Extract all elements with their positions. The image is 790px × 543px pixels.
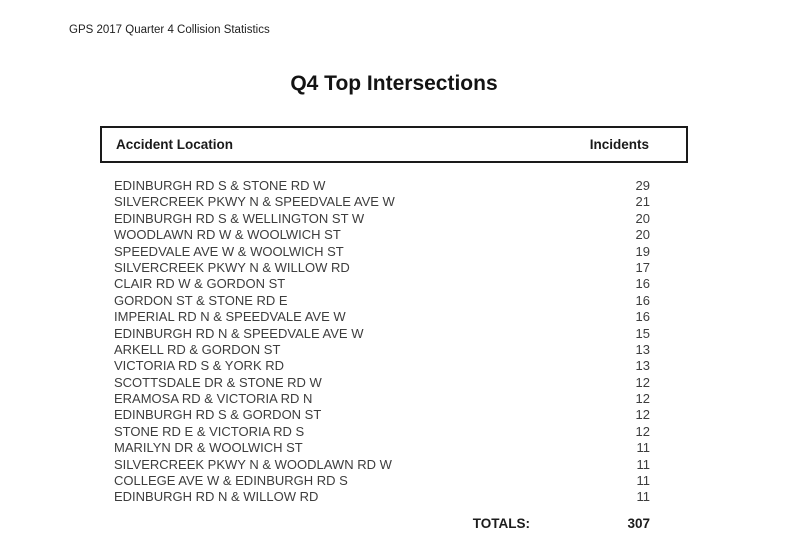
table-row: SCOTTSDALE DR & STONE RD W 12: [100, 375, 688, 391]
row-incidents: 11: [636, 440, 651, 456]
row-location: SILVERCREEK PKWY N & SPEEDVALE AVE W: [114, 194, 395, 210]
column-header-incidents: Incidents: [589, 137, 649, 152]
row-location: SCOTTSDALE DR & STONE RD W: [114, 374, 322, 390]
table-row: STONE RD E & VICTORIA RD S 12: [100, 424, 688, 440]
row-incidents: 12: [635, 391, 650, 407]
row-location: ERAMOSA RD & VICTORIA RD N: [114, 391, 313, 407]
row-incidents: 29: [635, 178, 650, 193]
row-location: MARILYN DR & WOOLWICH ST: [114, 440, 303, 456]
table-body: EDINBURGH RD S & STONE RD W 29 SILVERCRE…: [100, 178, 688, 506]
table-row: SILVERCREEK PKWY N & WOODLAWN RD W 11: [100, 457, 688, 473]
document-header-note: GPS 2017 Quarter 4 Collision Statistics: [69, 24, 270, 36]
totals-value: 307: [627, 515, 650, 531]
row-incidents: 15: [635, 325, 650, 341]
row-location: EDINBURGH RD S & WELLINGTON ST W: [114, 210, 365, 226]
row-location: STONE RD E & VICTORIA RD S: [114, 423, 305, 439]
table-row: SILVERCREEK PKWY N & SPEEDVALE AVE W 21: [100, 194, 688, 210]
row-location: CLAIR RD W & GORDON ST: [114, 276, 286, 292]
intersections-table: Accident Location Incidents EDINBURGH RD…: [100, 126, 688, 532]
table-row: SILVERCREEK PKWY N & WILLOW RD 17: [100, 260, 688, 276]
row-location: SILVERCREEK PKWY N & WOODLAWN RD W: [114, 456, 392, 472]
table-row: EDINBURGH RD N & WILLOW RD 11: [100, 489, 688, 505]
row-incidents: 16: [635, 309, 650, 325]
row-location: EDINBURGH RD S & STONE RD W: [114, 178, 326, 193]
row-location: SPEEDVALE AVE W & WOOLWICH ST: [114, 243, 344, 259]
table-header-row: Accident Location Incidents: [100, 126, 688, 163]
table-row: IMPERIAL RD N & SPEEDVALE AVE W 16: [100, 309, 688, 325]
totals-label: TOTALS:: [472, 515, 530, 531]
row-incidents: 16: [635, 276, 650, 292]
table-row: ERAMOSA RD & VICTORIA RD N 12: [100, 391, 688, 407]
row-incidents: 12: [635, 407, 650, 423]
page-title: Q4 Top Intersections: [290, 72, 498, 95]
table-row: CLAIR RD W & GORDON ST 16: [100, 276, 688, 292]
row-incidents: 17: [635, 259, 650, 275]
row-incidents: 21: [635, 194, 650, 210]
table-row: EDINBURGH RD S & WELLINGTON ST W 20: [100, 211, 688, 227]
row-incidents: 11: [636, 489, 651, 505]
row-location: SILVERCREEK PKWY N & WILLOW RD: [114, 259, 350, 275]
row-location: VICTORIA RD S & YORK RD: [114, 358, 285, 374]
table-row: EDINBURGH RD S & STONE RD W 29: [100, 178, 688, 194]
row-incidents: 16: [635, 292, 650, 308]
table-row: COLLEGE AVE W & EDINBURGH RD S 11: [100, 473, 688, 489]
row-location: EDINBURGH RD S & GORDON ST: [114, 407, 322, 423]
totals-row: TOTALS: 307: [100, 516, 688, 532]
row-incidents: 11: [636, 473, 651, 489]
row-incidents: 20: [635, 210, 650, 226]
table-row: SPEEDVALE AVE W & WOOLWICH ST 19: [100, 244, 688, 260]
table-row: ARKELL RD & GORDON ST 13: [100, 342, 688, 358]
row-location: COLLEGE AVE W & EDINBURGH RD S: [114, 473, 348, 489]
row-location: EDINBURGH RD N & WILLOW RD: [114, 489, 319, 505]
row-incidents: 12: [635, 423, 650, 439]
row-location: IMPERIAL RD N & SPEEDVALE AVE W: [114, 309, 346, 325]
row-incidents: 20: [635, 227, 650, 243]
table-row: VICTORIA RD S & YORK RD 13: [100, 358, 688, 374]
row-incidents: 13: [635, 341, 650, 357]
table-row: WOODLAWN RD W & WOOLWICH ST 20: [100, 227, 688, 243]
table-row: GORDON ST & STONE RD E 16: [100, 293, 688, 309]
row-location: WOODLAWN RD W & WOOLWICH ST: [114, 227, 341, 243]
table-row: EDINBURGH RD S & GORDON ST 12: [100, 407, 688, 423]
table-row: EDINBURGH RD N & SPEEDVALE AVE W 15: [100, 326, 688, 342]
row-location: ARKELL RD & GORDON ST: [114, 341, 281, 357]
row-incidents: 12: [635, 374, 650, 390]
column-header-accident-location: Accident Location: [116, 137, 234, 152]
row-incidents: 19: [635, 243, 650, 259]
row-location: GORDON ST & STONE RD E: [114, 292, 288, 308]
row-location: EDINBURGH RD N & SPEEDVALE AVE W: [114, 325, 364, 341]
row-incidents: 11: [636, 456, 651, 472]
table-row: MARILYN DR & WOOLWICH ST 11: [100, 440, 688, 456]
row-incidents: 13: [635, 358, 650, 374]
